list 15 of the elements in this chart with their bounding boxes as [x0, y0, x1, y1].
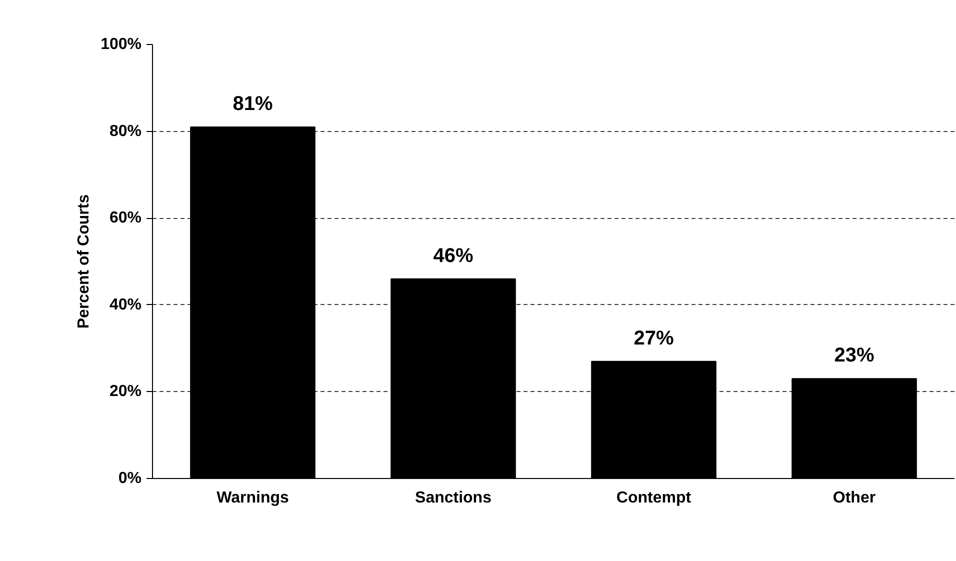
data-label: 23% [834, 344, 874, 367]
y-tick-label: 100% [100, 36, 142, 53]
x-tick-label: Contempt [616, 490, 692, 506]
y-tick-label: 0% [118, 470, 142, 487]
x-tick-label: Sanctions [415, 490, 492, 506]
x-tick-label: Other [832, 490, 876, 506]
x-tick-label: Warnings [216, 490, 289, 506]
data-label: 27% [634, 327, 674, 350]
y-tick-label: 80% [109, 122, 142, 140]
y-axis-title: Percent of Courts [76, 194, 93, 329]
data-label: 46% [433, 244, 474, 267]
y-tick-label: 20% [109, 383, 142, 400]
y-tick-label: 60% [109, 210, 142, 227]
y-tick-label: 40% [109, 296, 142, 314]
data-label: 81% [232, 92, 273, 115]
